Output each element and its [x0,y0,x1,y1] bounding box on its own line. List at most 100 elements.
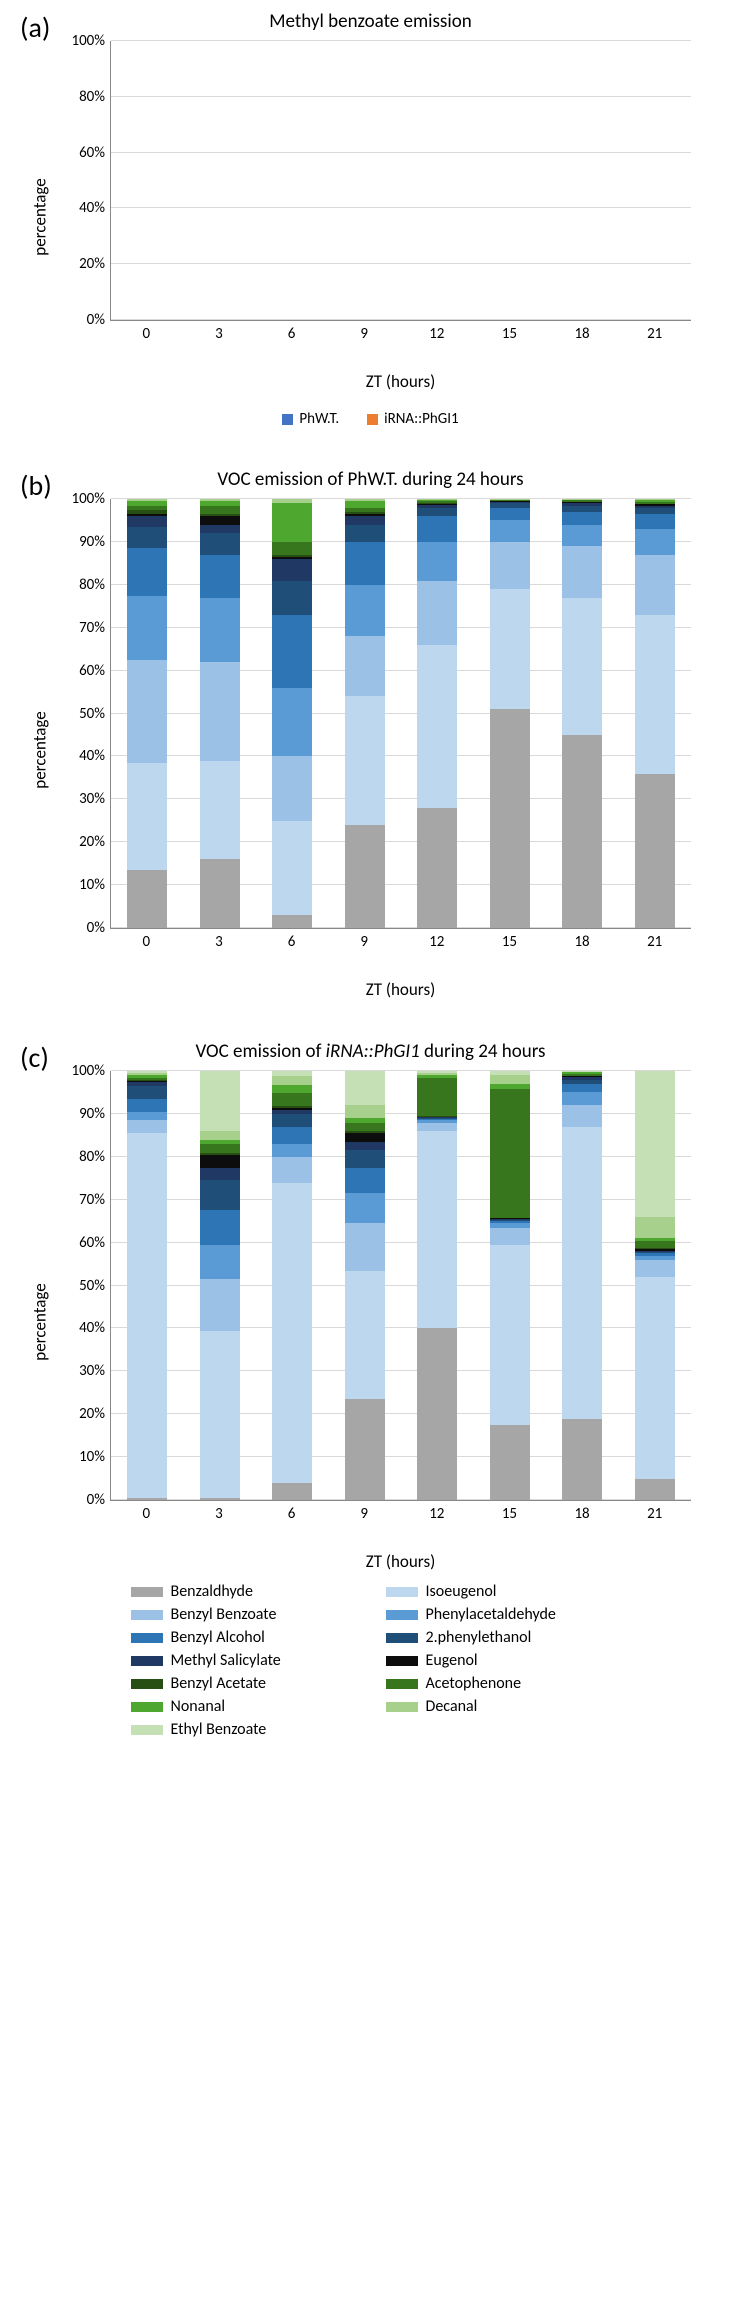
x-tick: 18 [546,325,619,343]
x-tick: 15 [473,933,546,951]
stack-segment [127,1099,167,1112]
stack-segment [127,527,167,548]
stack-segment [635,774,675,928]
stack-segment [272,1144,312,1157]
stack-group [562,1071,602,1500]
y-tick: 80% [79,88,111,106]
panel-b-title: VOC emission of PhW.T. during 24 hours [20,468,721,491]
stack-segment [635,615,675,774]
stack-group [272,499,312,928]
stack-group [345,499,385,928]
stack-segment [417,1123,457,1132]
panel-a-legend: PhW.T.iRNA::PhGI1 [20,410,721,428]
x-tick: 6 [255,325,328,343]
legend-item: Benzyl Acetate [131,1674,356,1693]
legend-label: PhW.T. [299,410,339,428]
stack-segment [200,1168,240,1181]
stack-segment [127,870,167,928]
y-tick: 30% [79,1362,111,1380]
y-tick: 90% [79,1105,111,1123]
y-tick: 50% [79,705,111,723]
stack-segment [490,1425,530,1500]
y-tick: 60% [79,144,111,162]
panel-a-chart: percentage 0%20%40%60%80%100% 0369121518… [110,41,691,392]
legend-label: Eugenol [426,1651,478,1670]
x-tick: 9 [328,325,401,343]
stack-segment [272,559,312,580]
stack-group [200,499,240,928]
panel-a-xlabel: ZT (hours) [110,371,691,392]
stack-segment [345,696,385,825]
stack-segment [345,1123,385,1132]
stack-group [490,499,530,928]
stack-segment [345,1223,385,1270]
y-tick: 40% [79,199,111,217]
stack-segment [562,525,602,546]
legend-item: Decanal [386,1697,611,1716]
stack-segment [417,1328,457,1500]
stack-segment [345,516,385,525]
panel-c-label: (c) [20,1040,49,1075]
stack-segment [200,1155,240,1168]
stack-group [417,1071,457,1500]
y-tick: 20% [79,1405,111,1423]
y-tick: 100% [71,1062,111,1080]
stack-segment [635,555,675,615]
panel-c-xticks: 036912151821 [110,1505,691,1523]
panel-a-xticks: 036912151821 [110,325,691,343]
stack-group [200,1071,240,1500]
stack-segment [562,1105,602,1126]
stack-segment [127,516,167,527]
stack-segment [635,1217,675,1238]
legend-item: Nonanal [131,1697,356,1716]
x-tick: 3 [183,933,256,951]
bars-row [111,499,691,928]
legend-swatch [131,1702,163,1712]
legend-item: 2.phenylethanol [386,1628,611,1647]
stack-segment [200,1210,240,1244]
stack-segment [345,636,385,696]
legend-swatch [131,1610,163,1620]
bars-row [111,41,691,320]
stack-segment [490,1245,530,1425]
legend-item: Ethyl Benzoate [131,1720,356,1739]
voc-legend: BenzaldhydeIsoeugenolBenzyl BenzoatePhen… [131,1582,611,1739]
stack-segment [127,660,167,763]
panel-c-ylabel: percentage [30,1283,51,1360]
x-tick: 12 [401,933,474,951]
stack-segment [417,1131,457,1328]
y-tick: 70% [79,1191,111,1209]
stack-group [562,499,602,928]
stack-segment [345,1399,385,1500]
stack-segment [562,735,602,928]
x-tick: 15 [473,325,546,343]
stack-segment [562,512,602,525]
panel-c-title: VOC emission of iRNA::PhGI1 during 24 ho… [20,1040,721,1063]
legend-swatch [386,1610,418,1620]
y-tick: 0% [87,919,111,937]
stack-segment [200,761,240,860]
x-tick: 0 [110,325,183,343]
stack-segment [345,585,385,636]
x-tick: 6 [255,1505,328,1523]
stack-segment [272,1114,312,1127]
legend-item: Acetophenone [386,1674,611,1693]
stack-segment [200,1180,240,1210]
legend-swatch [131,1587,163,1597]
stack-segment [345,1168,385,1194]
panel-a-ylabel: percentage [30,178,51,255]
x-tick: 21 [618,933,691,951]
stack-segment [417,1078,457,1117]
stack-segment [345,1105,385,1118]
stack-segment [562,598,602,735]
stack-segment [127,1112,167,1121]
stack-segment [345,1271,385,1400]
y-tick: 60% [79,1234,111,1252]
panel-b-chart: percentage 0%10%20%30%40%50%60%70%80%90%… [110,499,691,1000]
panel-b: (b) VOC emission of PhW.T. during 24 hou… [20,468,721,1000]
x-tick: 9 [328,933,401,951]
stack-segment [272,1127,312,1144]
panel-b-xlabel: ZT (hours) [110,979,691,1000]
y-tick: 10% [79,876,111,894]
stack-group [345,1071,385,1500]
